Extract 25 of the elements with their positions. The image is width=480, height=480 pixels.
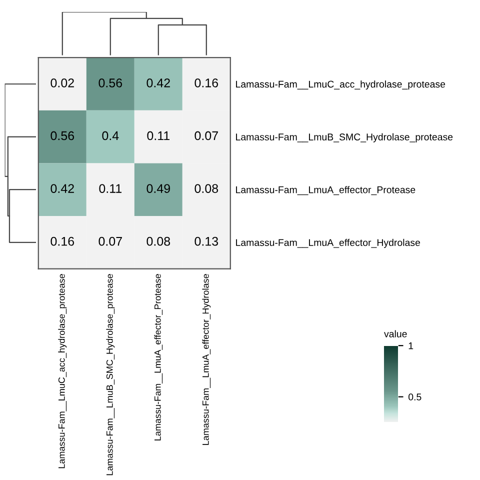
- data-label: 0.07: [98, 236, 122, 246]
- data-label: 0.56: [50, 131, 74, 140]
- y-tick-label: Lamassu-Fam__LmuA_effector_Protease: [236, 186, 416, 196]
- y-tick-label: Lamassu-Fam__LmuA_effector_Hydrolase: [236, 238, 420, 248]
- data-label: 0.49: [146, 184, 170, 193]
- data-label: 0.16: [50, 236, 74, 246]
- data-label: 0.56: [98, 78, 122, 88]
- data-label: 0.13: [194, 236, 218, 246]
- x-tick-label: Lamassu-Fam__LmuB_SMC_Hydrolase_protease: [106, 274, 115, 476]
- y-tick-label: Lamassu-Fam__LmuB_SMC_Hydrolase_protease: [236, 133, 453, 142]
- data-label: 0.02: [50, 78, 74, 88]
- data-label: 0.4: [102, 131, 119, 140]
- data-label: 0.07: [194, 131, 218, 140]
- data-label: 0.42: [146, 78, 170, 88]
- data-label: 0.11: [147, 131, 170, 140]
- color-bar-label: 1: [408, 342, 414, 350]
- data-label: 0.08: [146, 236, 170, 246]
- data-label: 0.16: [194, 78, 218, 88]
- data-label: 0.11: [99, 184, 122, 193]
- data-label: 0.42: [50, 184, 74, 193]
- data-label: 0.08: [194, 184, 218, 193]
- x-tick-label: Lamassu-Fam__LmuC_acc_hydrolase_protease: [58, 274, 67, 468]
- color-bar-label: 0.5: [408, 394, 422, 400]
- legend-title: value: [384, 330, 407, 338]
- y-tick-label: Lamassu-Fam__LmuC_acc_hydrolase_protease: [236, 80, 446, 90]
